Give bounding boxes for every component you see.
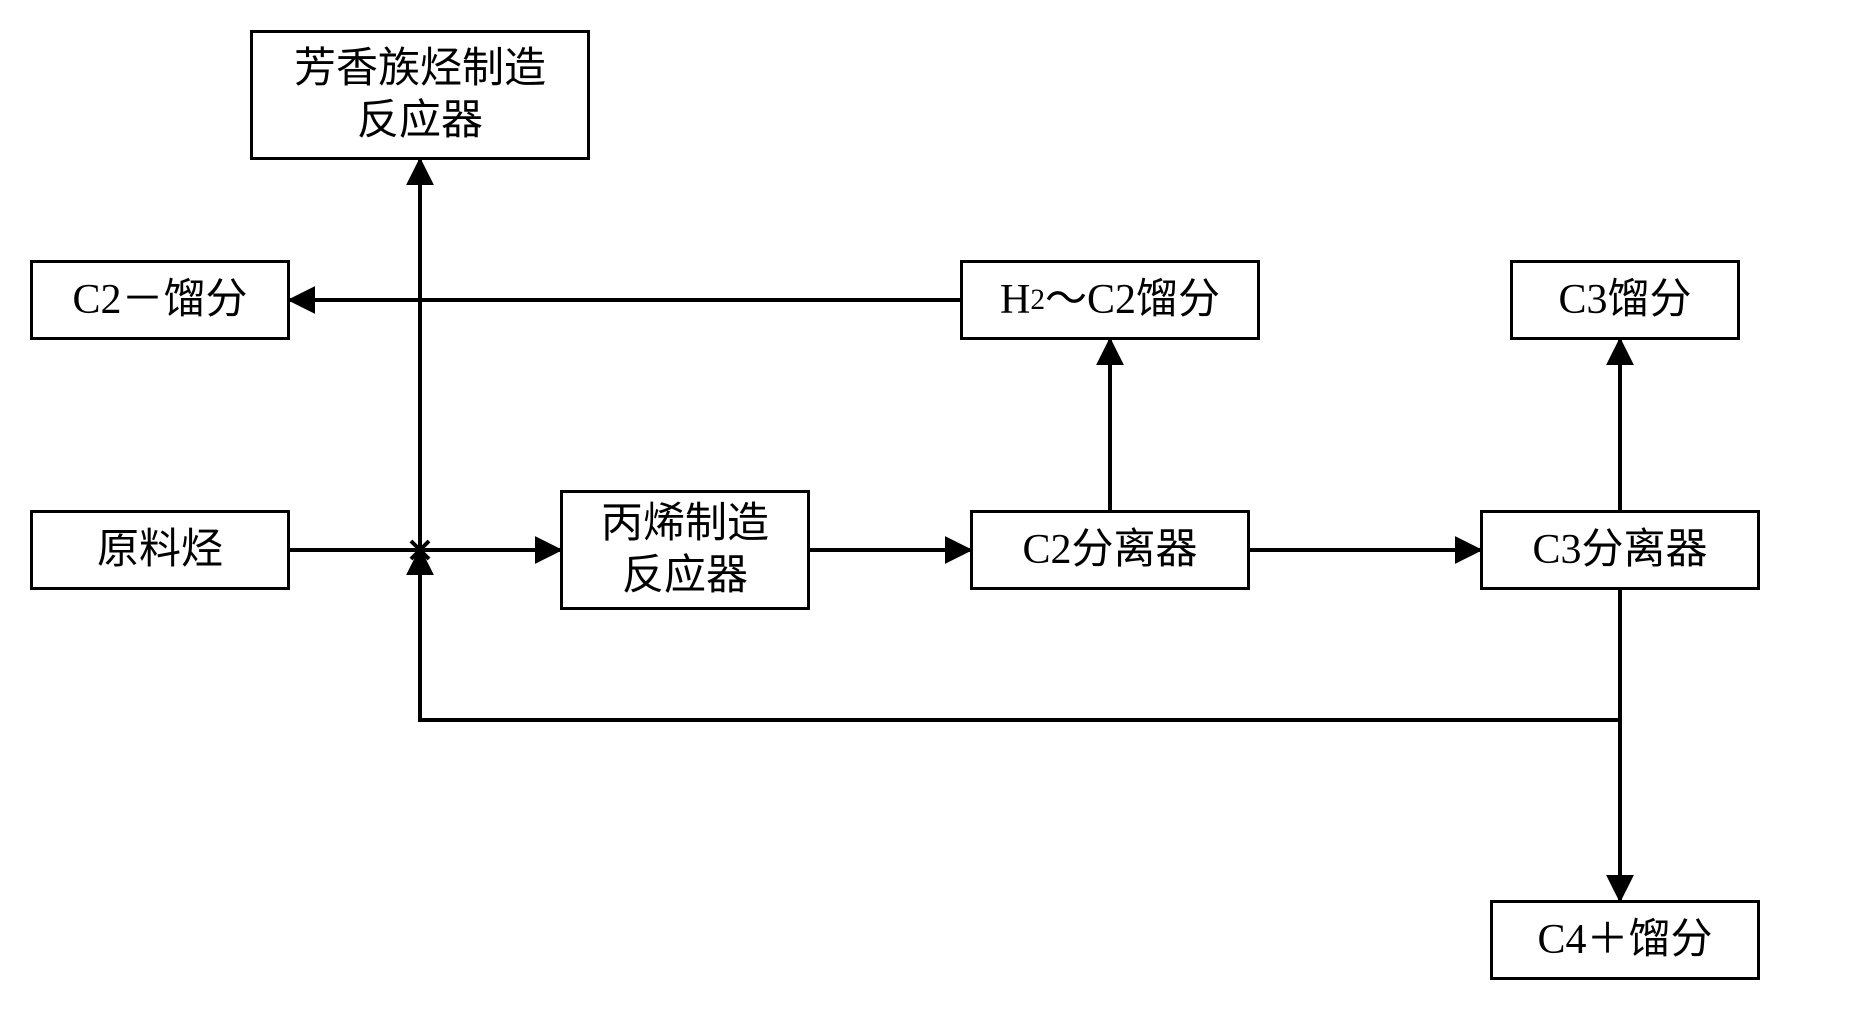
node-h2_c2: H2～C2馏分 xyxy=(960,260,1260,340)
flowchart-canvas: 芳香族烃制造 反应器 C2－馏分原料烃 丙烯制造 反应器 H2～C2馏分 C2分离器 C3… xyxy=(0,0,1856,1018)
node-aromatic_reactor: 芳香族烃制造 反应器 xyxy=(250,30,590,160)
node-feed: 原料烃 xyxy=(30,510,290,590)
node-c4_plus: C4＋馏分 xyxy=(1490,900,1760,980)
node-c3: C3馏分 xyxy=(1510,260,1740,340)
node-c2_sep: C2分离器 xyxy=(970,510,1250,590)
node-c2_minus: C2－馏分 xyxy=(30,260,290,340)
node-c3_sep: C3分离器 xyxy=(1480,510,1760,590)
node-propylene_reactor: 丙烯制造 反应器 xyxy=(560,490,810,610)
